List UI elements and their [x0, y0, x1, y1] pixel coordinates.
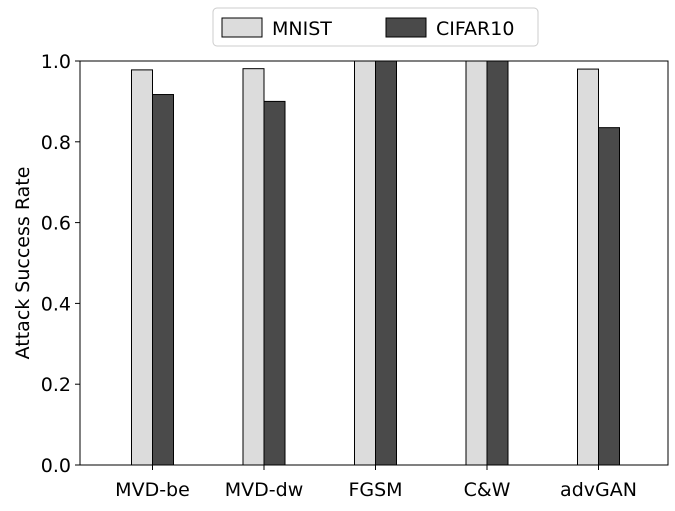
y-axis-label: Attack Success Rate [12, 167, 34, 360]
bar-cifar10-4 [598, 127, 620, 466]
bar-cifar10-0 [152, 94, 174, 466]
legend: MNIST CIFAR10 [212, 7, 539, 47]
bar-mnist-2 [354, 60, 376, 466]
bar-cifar10-2 [375, 60, 397, 466]
bar-cifar10-3 [486, 60, 509, 466]
legend-label-cifar10: CIFAR10 [436, 18, 514, 40]
bar-cifar10-1 [263, 100, 286, 466]
y-tick-label-5: 1.0 [41, 51, 71, 73]
y-tick-label-1: 0.2 [41, 374, 71, 396]
y-tick-label-2: 0.4 [41, 293, 71, 315]
x-tick-label-3: C&W [464, 479, 511, 501]
bar-mnist-3 [465, 60, 488, 466]
legend-label-mnist: MNIST [272, 18, 332, 40]
bar-mnist-4 [577, 68, 599, 466]
x-tick-label-0: MVD-be [115, 479, 190, 501]
y-tick-label-4: 0.8 [41, 132, 71, 154]
y-tick-label-3: 0.6 [41, 213, 71, 235]
x-tick-label-2: FGSM [348, 479, 402, 501]
x-tick-label-4: advGAN [560, 479, 637, 501]
legend-swatch-cifar10 [385, 17, 427, 38]
plot-frame [79, 60, 669, 466]
x-tick-label-1: MVD-dw [225, 479, 303, 501]
legend-swatch-mnist [221, 17, 263, 38]
bar-mnist-0 [131, 69, 153, 466]
legend-frame [212, 7, 539, 47]
bar-mnist-1 [242, 68, 265, 466]
axis-ticks: MVD-be MVD-dw FGSM C&W advGAN 0.0 0.2 0.4 0.6 0.8… [41, 51, 637, 501]
bars-group [131, 60, 620, 466]
y-tick-label-0: 0.0 [41, 455, 71, 477]
